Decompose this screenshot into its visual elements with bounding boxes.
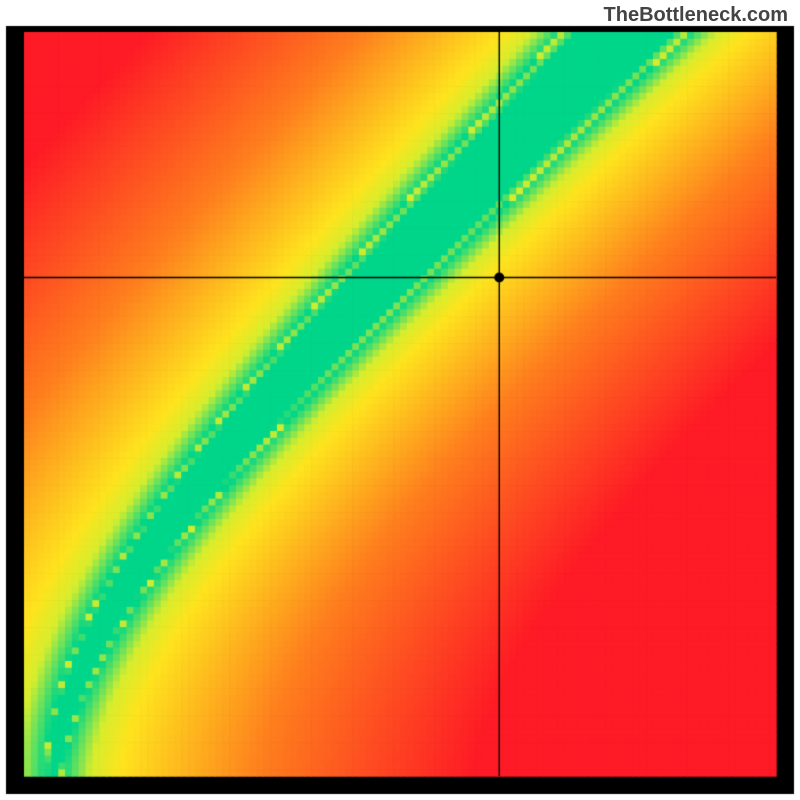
heatmap-canvas xyxy=(0,0,800,800)
bottleneck-heatmap-container: TheBottleneck.com xyxy=(0,0,800,800)
watermark-text: TheBottleneck.com xyxy=(604,4,788,27)
